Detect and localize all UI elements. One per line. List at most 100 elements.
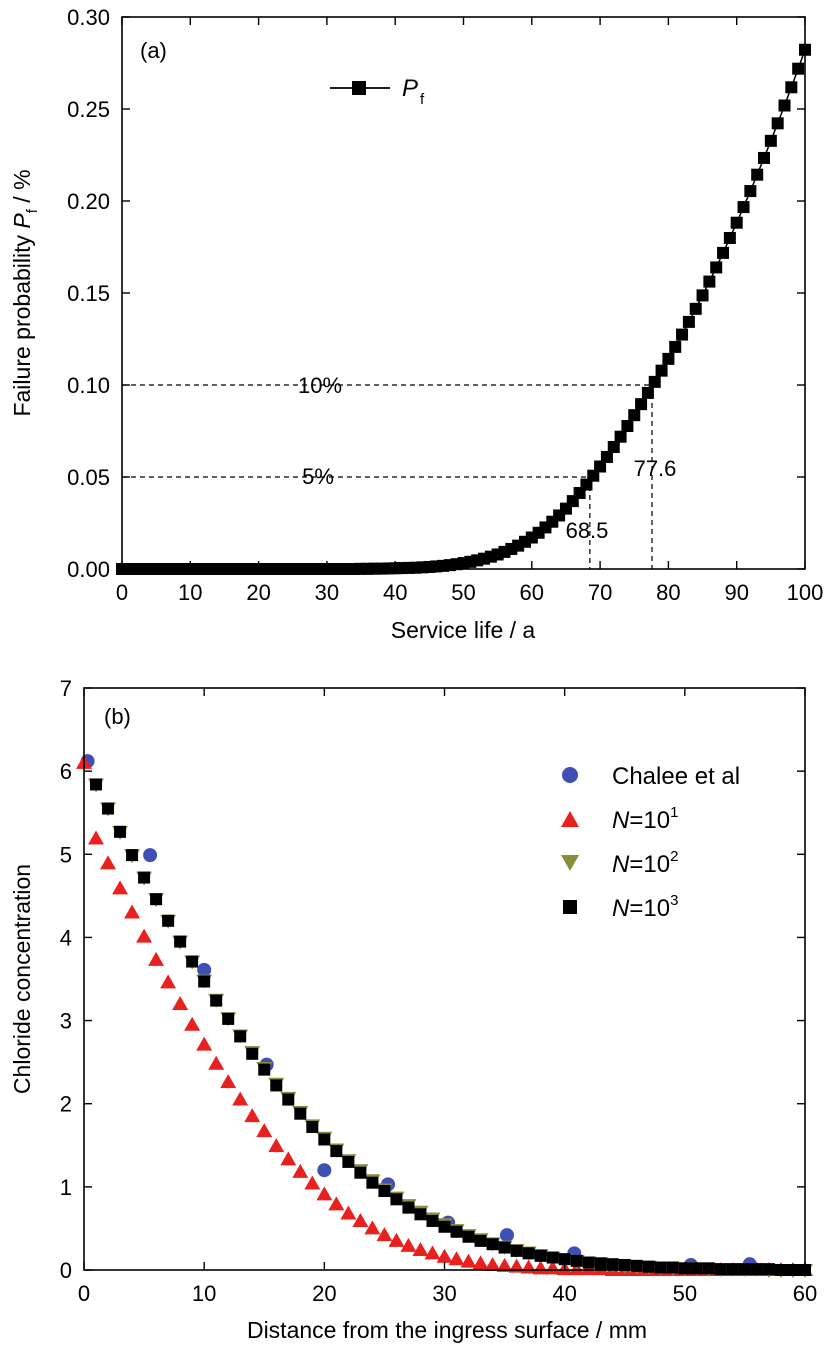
chart-b-point-s1: [364, 1220, 381, 1235]
chart-b-y-tick-label: 1: [60, 1175, 72, 1200]
chart-a-point-s0: [587, 469, 600, 482]
chart-b-point-s1: [340, 1205, 357, 1220]
chart-b-point-s1: [88, 830, 105, 845]
chart-b-point-s0: [317, 1163, 332, 1178]
chart-a-y-tick-label: 0.20: [67, 189, 110, 214]
chart-b-x-tick-label: 60: [793, 1281, 817, 1306]
chart-b-point-s3: [186, 955, 199, 968]
chart-b-y-tick-label: 2: [60, 1092, 72, 1117]
chart-b-point-s3: [726, 1263, 739, 1276]
chart-b-point-s3: [438, 1220, 451, 1233]
chart-b-point-s3: [138, 871, 151, 884]
chart-a-point-s0: [607, 441, 620, 454]
chart-b-point-s3: [426, 1214, 439, 1227]
chart-b-point-s1: [484, 1257, 501, 1272]
chart-a-point-s0: [696, 289, 709, 302]
chart-b-point-s1: [232, 1091, 249, 1106]
chart-a-x-tick-label: 90: [724, 580, 748, 605]
chart-b-point-s0: [143, 848, 158, 863]
chart-b-point-s3: [738, 1263, 751, 1276]
chart-b-legend-label-n3: N=103: [612, 892, 678, 922]
chart-a-point-s0: [641, 386, 654, 399]
chart-b-point-s3: [126, 849, 139, 862]
chart-b-point-s3: [450, 1225, 463, 1238]
chart-a-y-tick-label: 0.30: [67, 5, 110, 30]
chart-b-point-s3: [222, 1012, 235, 1025]
chart-b-point-s1: [112, 880, 129, 895]
chart-a-point-s0: [758, 151, 771, 164]
chart-a-x-tick-label: 10: [178, 580, 202, 605]
chart-b-point-s3: [306, 1120, 319, 1133]
chart-b-point-s1: [316, 1186, 333, 1201]
chart-b-y-tick-label: 0: [60, 1258, 72, 1283]
chart-b-point-s1: [208, 1055, 225, 1070]
chart-b-legend-marker-n2: [561, 855, 579, 871]
chart-a-point-s0: [703, 275, 716, 288]
chart-b-x-tick-label: 50: [673, 1281, 697, 1306]
chart-b-x-tick-label: 10: [192, 1281, 216, 1306]
chart-a-point-s0: [635, 398, 648, 411]
chart-a-series-line: [122, 49, 806, 570]
chart-a-point-s0: [723, 231, 736, 244]
chart-b-point-s3: [570, 1254, 583, 1267]
chart-b-point-s3: [102, 802, 115, 815]
chart-b-point-s3: [666, 1261, 679, 1274]
chart-b-point-s1: [400, 1237, 417, 1252]
chart-b-x-axis-label: Distance from the ingress surface / mm: [247, 1317, 647, 1343]
chart-b-legend-marker-n3: [563, 900, 577, 914]
chart-b-point-s3: [618, 1259, 631, 1272]
chart-b-point-s3: [234, 1030, 247, 1043]
chart-a-legend-sub: f: [420, 91, 425, 108]
chart-b-point-s3: [330, 1145, 343, 1158]
chart-b-point-s3: [474, 1234, 487, 1247]
chart-b-point-s1: [328, 1196, 345, 1211]
chart-b-point-s3: [594, 1257, 607, 1270]
chart-b-y-tick-label: 6: [60, 759, 72, 784]
chart-b-legend-n1-base: =10: [629, 807, 670, 834]
chart-b-point-s1: [100, 855, 117, 870]
chart-a-point-s0: [737, 201, 750, 214]
chart-a-point-s0: [621, 420, 634, 433]
chart-b-point-s3: [402, 1201, 415, 1214]
chart-a-point-s0: [676, 328, 689, 341]
chart-a-point-s0: [778, 99, 791, 112]
chart-a-annotation-10pct: 10%: [298, 373, 342, 398]
chart-b-legend-n3-sup: 3: [670, 892, 678, 909]
chart-b-legend-n3-base: =10: [629, 895, 670, 922]
chart-a-point-s0: [717, 246, 730, 259]
chart-a-point-s0: [628, 409, 641, 422]
chart-b-y-tick-label: 3: [60, 1009, 72, 1034]
chart-b-point-s1: [268, 1138, 285, 1153]
chart-a-x-tick-label: 20: [246, 580, 270, 605]
chart-b-point-s3: [342, 1155, 355, 1168]
chart-a: 0 10 20 30 40 50 60 70 80 90 100 0.00 0.05 0.10 0.15 0.…: [9, 5, 823, 643]
chart-a-point-s0: [600, 450, 613, 463]
chart-a-x-tick-label: 0: [116, 580, 128, 605]
chart-b-point-s3: [534, 1249, 547, 1262]
chart-a-annotation-77-6: 77.6: [634, 456, 677, 481]
chart-b-point-s0: [499, 1228, 514, 1243]
chart-a-y-tick-label: 0.00: [67, 557, 110, 582]
chart-b-point-s3: [174, 935, 187, 948]
chart-b-point-s3: [558, 1253, 571, 1266]
chart-a-legend-symbol: P: [402, 75, 418, 102]
chart-a-y-tick-label: 0.05: [67, 465, 110, 490]
chart-b-point-s3: [582, 1256, 595, 1269]
chart-b-point-s1: [532, 1260, 549, 1275]
chart-a-point-s0: [764, 134, 777, 147]
chart-b-point-s1: [220, 1074, 237, 1089]
chart-b-point-s3: [714, 1263, 727, 1276]
chart-b-point-s1: [376, 1227, 393, 1242]
chart-a-point-s0: [785, 81, 798, 94]
chart-a-y-tick-label: 0.25: [67, 97, 110, 122]
chart-b-point-s1: [280, 1151, 297, 1166]
chart-a-annotation-68-5: 68.5: [566, 518, 609, 543]
chart-b-point-s3: [522, 1247, 535, 1260]
chart-b-point-s1: [388, 1232, 405, 1247]
chart-a-y-tick-label: 0.10: [67, 373, 110, 398]
chart-a-point-s0: [710, 261, 723, 274]
chart-b-x-tick-label: 30: [432, 1281, 456, 1306]
chart-a-x-tick-label: 100: [787, 580, 824, 605]
chart-a-marks: [116, 43, 811, 575]
chart-b-legend-label-n1: N=101: [612, 804, 678, 834]
